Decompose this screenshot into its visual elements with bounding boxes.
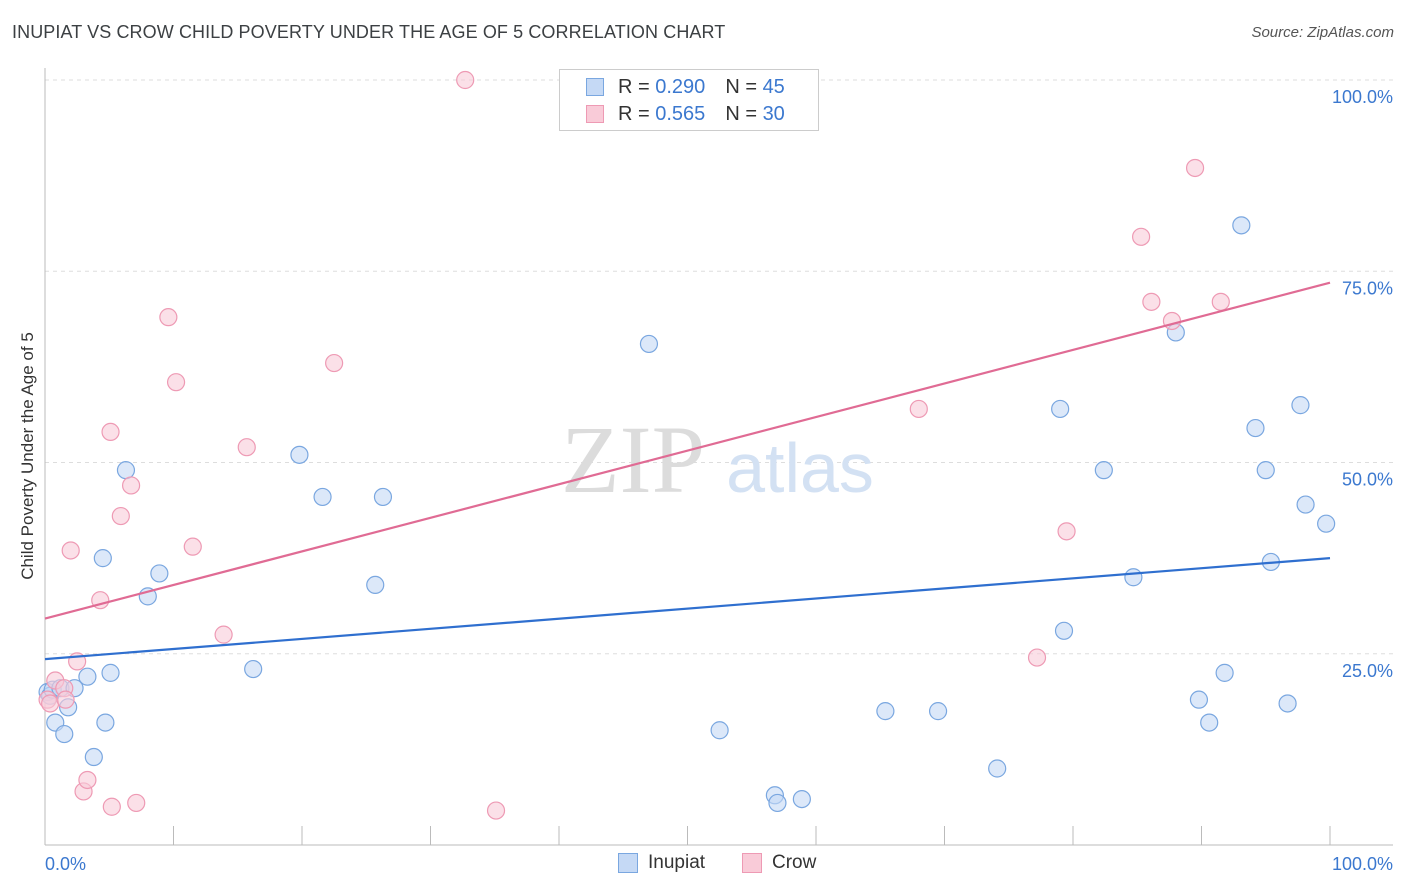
legend-row-inupiat: R = 0.290 N = 45 — [586, 76, 785, 98]
inupiat-point — [150, 564, 169, 583]
legend-r-label: R = — [618, 102, 650, 125]
inupiat-point — [373, 487, 393, 507]
inupiat-point — [78, 667, 97, 686]
legend-r-label: R = — [618, 75, 650, 98]
inupiat-point — [244, 659, 263, 679]
inupiat-point — [639, 334, 659, 354]
inupiat-point — [876, 702, 895, 721]
inupiat-point — [1051, 399, 1070, 419]
legend-row-crow: R = 0.565 N = 30 — [586, 103, 785, 125]
legend-r-value: 0.290 — [655, 75, 706, 98]
legend-r-value: 0.565 — [655, 102, 706, 125]
inupiat-point — [988, 759, 1007, 778]
crow-point — [121, 476, 141, 495]
crow-point — [1142, 292, 1161, 311]
chart-title: INUPIAT VS CROW CHILD POVERTY UNDER THE … — [12, 22, 726, 42]
crow-point — [1185, 158, 1205, 178]
bottom-legend-label-crow: Crow — [772, 852, 817, 873]
inupiat-point — [768, 793, 787, 813]
bottom-legend-crow: Crow — [742, 852, 816, 874]
crow-point — [111, 506, 130, 526]
legend-n-value: 45 — [762, 75, 785, 98]
series-inupiat-points — [38, 216, 1336, 813]
crow-point — [41, 694, 60, 713]
inupiat-point — [101, 663, 120, 682]
inupiat-point — [1278, 694, 1297, 713]
inupiat-point — [928, 702, 948, 721]
y-tick-labels: 25.0% 50.0% 75.0% 100.0% — [1332, 87, 1393, 681]
gridlines — [45, 79, 1393, 655]
inupiat-point — [84, 747, 103, 767]
crow-point — [486, 801, 506, 820]
crow-point — [183, 537, 202, 556]
y-tick-label: 25.0% — [1342, 661, 1393, 681]
inupiat-point — [1189, 690, 1209, 709]
x-tick-label-end: 100.0% — [1332, 854, 1393, 874]
trend-line-inupiat — [44, 557, 1331, 661]
crow-point — [166, 373, 186, 392]
x-tick-label-start: 0.0% — [45, 854, 86, 874]
legend: R = 0.290 N = 45 R = 0.565 N = 30 — [559, 69, 819, 131]
source-label: Source: ZipAtlas.com — [1251, 24, 1394, 41]
axes — [44, 68, 1393, 846]
crow-point — [1057, 522, 1076, 541]
crow-point — [1132, 227, 1151, 246]
watermark-atlas: atlas — [726, 429, 874, 507]
crow-point — [456, 70, 475, 90]
bottom-legend-inupiat: Inupiat — [618, 852, 705, 874]
crow-point — [1027, 648, 1047, 667]
y-tick-label: 50.0% — [1342, 470, 1393, 490]
watermark: ZIP atlas — [561, 406, 874, 513]
trend-line-crow — [44, 281, 1331, 620]
x-ticks — [173, 826, 1331, 845]
y-tick-label: 75.0% — [1342, 278, 1393, 298]
inupiat-point — [792, 789, 811, 809]
crow-point — [127, 793, 146, 813]
y-tick-label: 100.0% — [1332, 87, 1393, 107]
inupiat-point — [290, 445, 309, 464]
inupiat-point — [1256, 461, 1275, 480]
crow-point — [159, 308, 178, 327]
crow-point — [1162, 311, 1182, 331]
legend-n-label: N = — [725, 75, 757, 98]
bottom-legend-swatch-crow — [742, 853, 762, 873]
series-crow-points — [38, 70, 1230, 820]
inupiat-point — [1232, 216, 1251, 235]
inupiat-point — [55, 724, 74, 744]
crow-point — [325, 353, 344, 373]
inupiat-point — [366, 575, 385, 595]
bottom-legend-swatch-inupiat — [618, 853, 638, 873]
crow-point — [78, 770, 97, 790]
inupiat-point — [96, 713, 115, 732]
trend-lines — [44, 281, 1331, 661]
inupiat-point — [1054, 621, 1074, 640]
crow-point — [56, 690, 75, 709]
inupiat-point — [1200, 713, 1219, 732]
legend-swatch-inupiat — [586, 78, 604, 96]
inupiat-point — [1296, 495, 1315, 514]
crow-point — [102, 797, 121, 816]
inupiat-point — [1094, 461, 1113, 480]
inupiat-point — [1124, 568, 1143, 587]
legend-n-value: 30 — [762, 102, 785, 125]
legend-swatch-crow — [586, 105, 604, 123]
inupiat-point — [313, 487, 332, 507]
inupiat-point — [710, 721, 729, 740]
inupiat-point — [1215, 663, 1234, 682]
crow-point — [61, 541, 80, 560]
crow-point — [237, 438, 256, 457]
inupiat-point — [93, 549, 112, 568]
inupiat-point — [116, 461, 136, 480]
crow-point — [909, 399, 928, 419]
inupiat-point — [1291, 396, 1310, 415]
crow-point — [1211, 292, 1230, 311]
inupiat-point — [1246, 418, 1265, 438]
legend-n-label: N = — [725, 102, 757, 125]
crow-point — [214, 625, 233, 644]
watermark-zip: ZIP — [561, 406, 705, 513]
crow-point — [101, 422, 120, 441]
bottom-legend-label-inupiat: Inupiat — [648, 852, 706, 873]
inupiat-point — [1317, 514, 1336, 533]
